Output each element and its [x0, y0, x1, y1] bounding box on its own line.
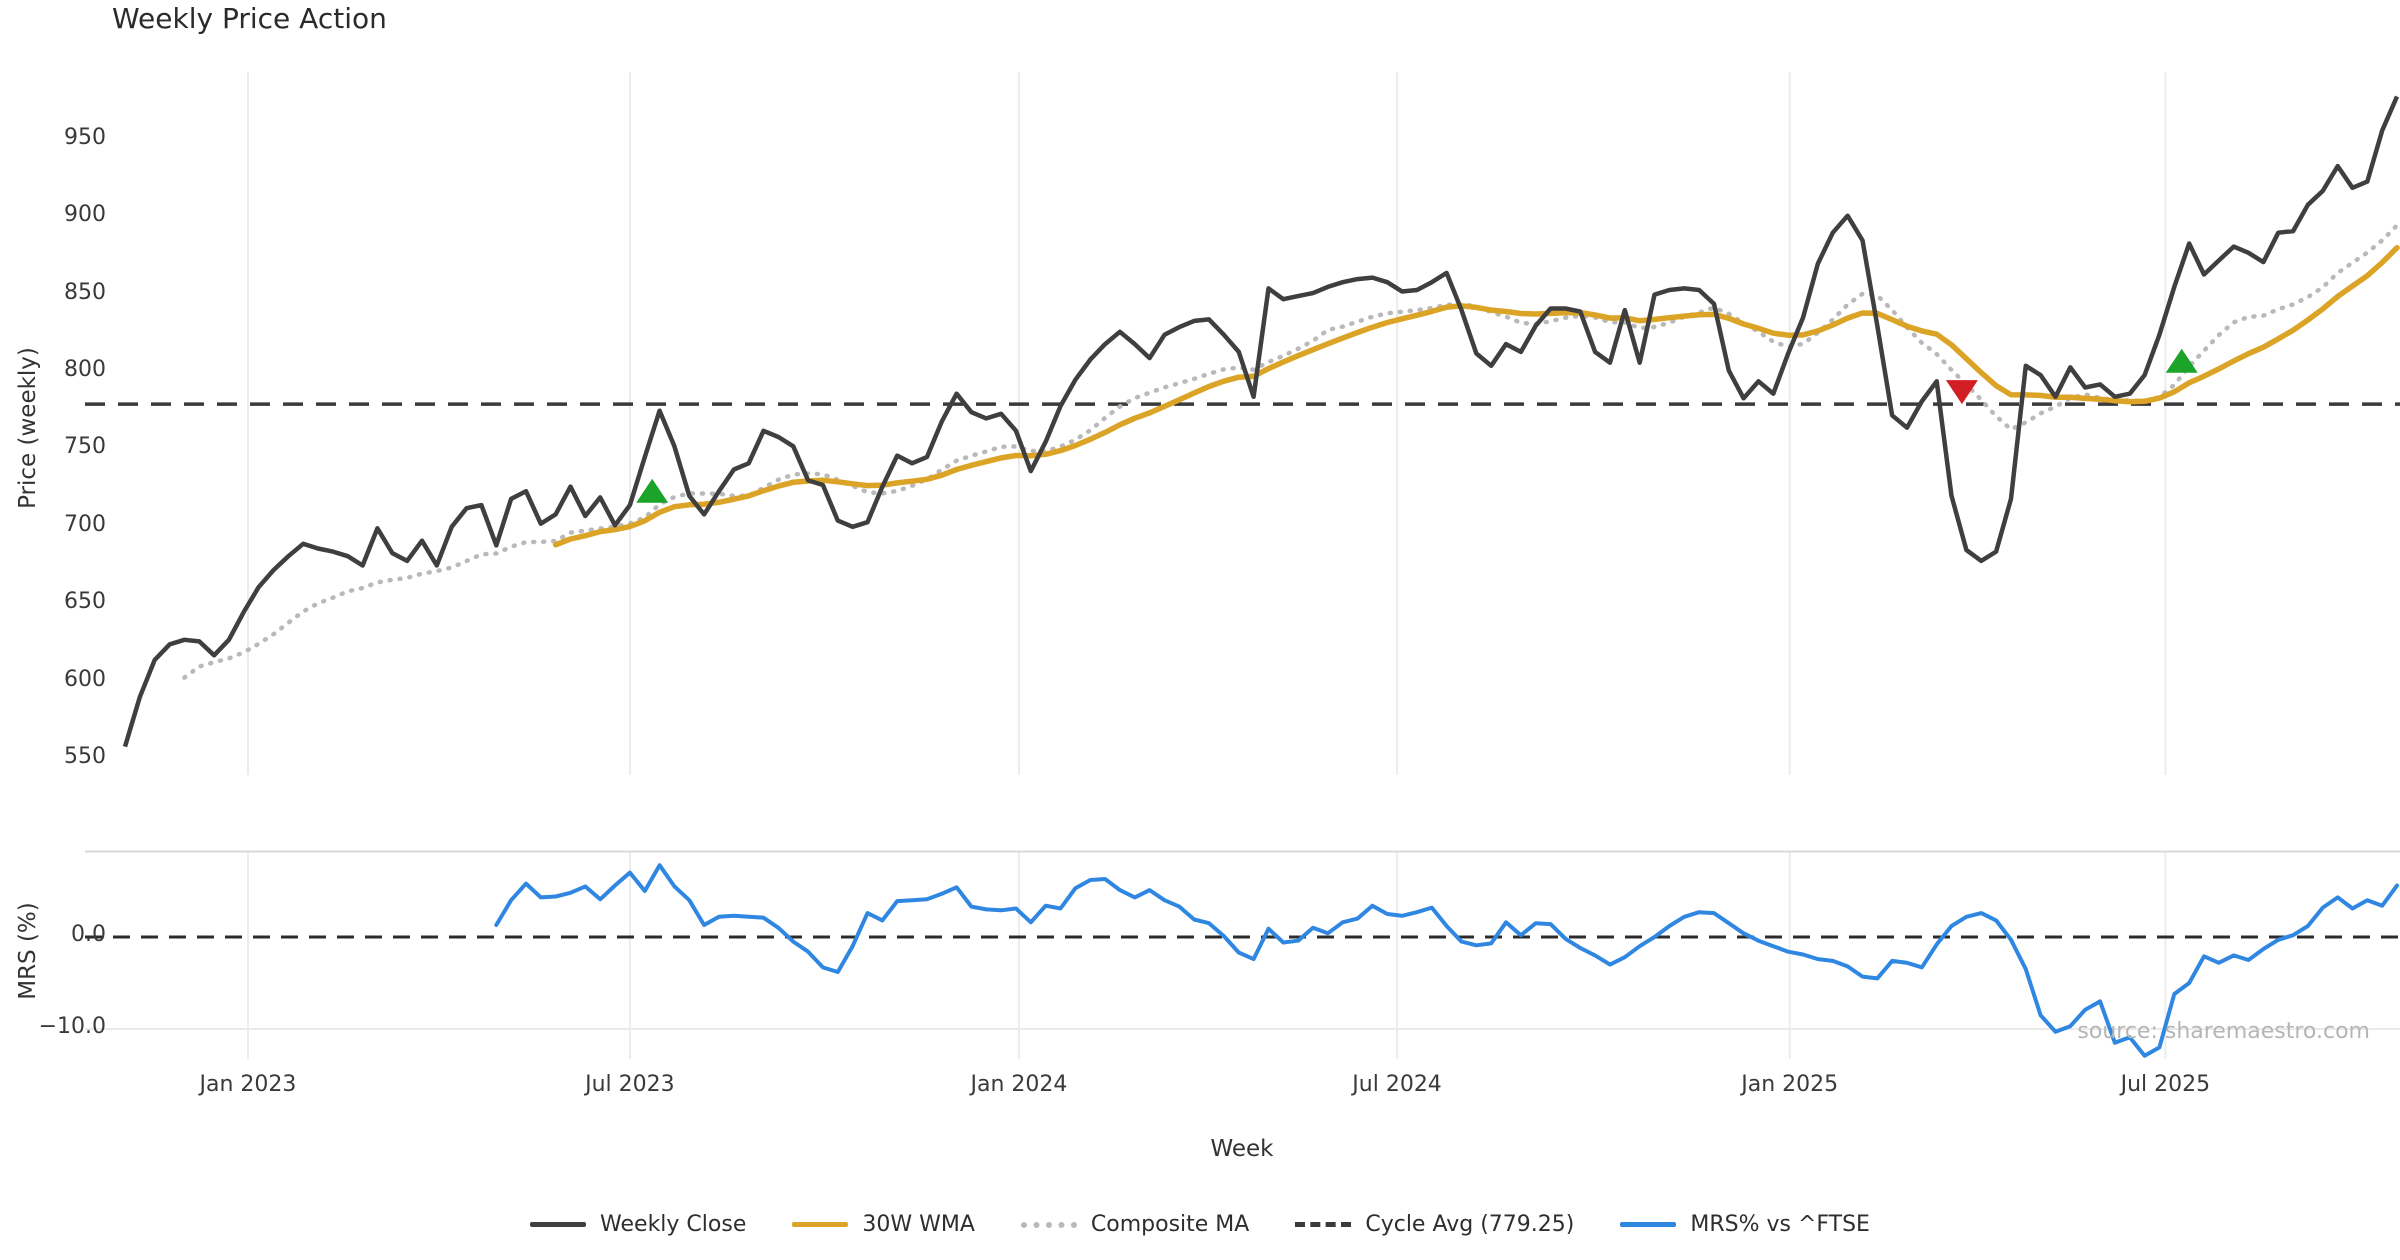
composite-ma-line — [182, 223, 2400, 680]
legend-item-weekly-close: Weekly Close — [530, 1212, 746, 1237]
legend-item-30w-wma: 30W WMA — [792, 1212, 975, 1237]
price-tick-600: 600 — [64, 666, 106, 692]
x-axis-label: Week — [1210, 1136, 1274, 1162]
legend-label: Weekly Close — [600, 1212, 747, 1237]
cycle-avg-dashed-line-icon — [1295, 1222, 1352, 1227]
weekly-close-line — [122, 95, 2400, 748]
price-tick-750: 750 — [64, 434, 106, 460]
mrs-axis-label: MRS (%) — [15, 902, 41, 1000]
price-tick-650: 650 — [64, 589, 106, 615]
price-tick-950: 950 — [64, 124, 106, 150]
x-tick-Jul 2025: Jul 2025 — [2120, 1072, 2211, 1097]
wma-line-icon — [792, 1222, 849, 1227]
legend-label: MRS% vs ^FTSE — [1690, 1212, 1870, 1237]
wma-30w-line — [552, 244, 2400, 548]
weekly-close-line-icon — [530, 1222, 587, 1227]
mrs-tick-−10.0: −10.0 — [38, 1014, 106, 1039]
mrs-line — [494, 863, 2399, 1058]
chart-legend: Weekly Close 30W WMA Composite MA Cycle … — [0, 1212, 2400, 1237]
mrs-tick-0.0: 0.0 — [71, 922, 106, 947]
price-tick-700: 700 — [64, 511, 106, 537]
source-credit: source: sharemaestro.com — [2077, 1019, 2370, 1044]
chart-title: Weekly Price Action — [112, 2, 387, 35]
x-tick-Jan 2024: Jan 2024 — [970, 1072, 1068, 1097]
price-tick-550: 550 — [64, 744, 106, 769]
x-tick-Jul 2023: Jul 2023 — [585, 1072, 675, 1097]
legend-item-composite-ma: Composite MA — [1020, 1212, 1250, 1237]
buy-signal-marker — [636, 478, 669, 503]
legend-label: 30W WMA — [862, 1212, 975, 1237]
legend-item-mrs: MRS% vs ^FTSE — [1620, 1212, 1870, 1237]
buy-signal-marker — [2165, 348, 2198, 373]
price-tick-850: 850 — [64, 279, 106, 305]
x-tick-Jul 2024: Jul 2024 — [1352, 1072, 1442, 1097]
price-tick-900: 900 — [64, 202, 106, 228]
legend-label: Cycle Avg (779.25) — [1365, 1212, 1575, 1237]
x-tick-Jan 2025: Jan 2025 — [1741, 1072, 1839, 1097]
price-tick-800: 800 — [64, 357, 106, 382]
mrs-line-icon — [1620, 1222, 1677, 1227]
legend-label: Composite MA — [1090, 1212, 1250, 1237]
sell-signal-marker — [1945, 380, 1978, 405]
composite-ma-dotted-line-icon — [1020, 1221, 1077, 1228]
x-tick-Jan 2023: Jan 2023 — [199, 1072, 297, 1097]
legend-item-cycle-avg: Cycle Avg (779.25) — [1295, 1212, 1574, 1237]
